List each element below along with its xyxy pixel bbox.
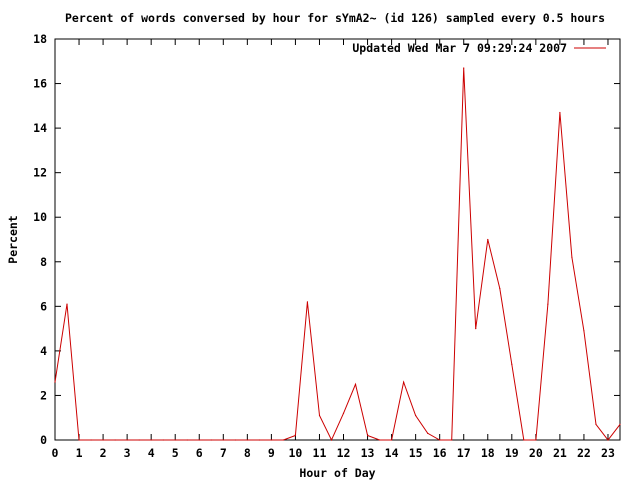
x-tick-label: 22: [577, 446, 591, 460]
data-point: [463, 67, 465, 69]
data-point: [270, 439, 272, 441]
plot-frame: [54, 38, 621, 441]
x-tick-label: 11: [313, 446, 327, 460]
data-point: [499, 287, 501, 290]
x-tick-label: 7: [220, 446, 227, 460]
y-tick-label: 12: [33, 166, 47, 180]
x-tick-label: 13: [361, 446, 375, 460]
data-point: [439, 439, 441, 441]
y-tick-label: 0: [40, 433, 47, 447]
data-point: [451, 439, 453, 441]
x-tick-label: 3: [124, 446, 131, 460]
x-tick-label: 10: [288, 446, 302, 460]
data-point: [222, 439, 224, 441]
x-tick-label: 18: [481, 446, 495, 460]
data-point: [571, 256, 573, 258]
y-tick-label: 10: [33, 210, 47, 224]
data-point: [294, 434, 297, 437]
x-tick-label: 8: [244, 446, 251, 460]
x-tick-label: 12: [337, 446, 351, 460]
series-line: [54, 67, 621, 442]
data-point: [234, 439, 236, 441]
x-tick-label: 21: [553, 446, 567, 460]
x-tick-label: 19: [505, 446, 519, 460]
data-point: [415, 414, 417, 417]
legend-label: Updated Wed Mar 7 09:29:24 2007: [352, 41, 567, 55]
data-point: [138, 439, 140, 441]
data-point: [210, 439, 212, 441]
data-point: [487, 238, 489, 241]
data-point: [523, 439, 525, 441]
data-point: [511, 363, 513, 365]
x-tick-label: 0: [52, 446, 59, 460]
data-point: [246, 439, 248, 441]
series-group: [54, 67, 621, 442]
data-point: [330, 439, 333, 441]
chart-title: Percent of words conversed by hour for s…: [65, 11, 605, 25]
x-tick-label: 5: [172, 446, 179, 460]
x-tick-label: 15: [409, 446, 423, 460]
x-tick-label: 14: [385, 446, 399, 460]
data-point: [306, 301, 309, 303]
y-axis: 0 2 4 6 8 10 12 14 16 18: [33, 32, 620, 447]
y-tick-label: 14: [33, 121, 47, 135]
data-point: [318, 414, 321, 417]
data-point: [619, 423, 621, 426]
data-point: [90, 439, 92, 441]
data-point: [378, 439, 381, 441]
data-point: [186, 439, 188, 441]
x-tick-label: 6: [196, 446, 203, 460]
data-point: [390, 439, 393, 441]
data-point: [114, 439, 116, 441]
x-tick-label: 17: [457, 446, 471, 460]
y-tick-label: 2: [40, 388, 47, 402]
data-point: [607, 439, 609, 441]
x-tick-label: 20: [529, 446, 543, 460]
data-point: [475, 328, 477, 330]
x-tick-label: 2: [100, 446, 107, 460]
data-point: [342, 412, 345, 414]
y-tick-label: 4: [40, 344, 47, 358]
data-point: [366, 434, 369, 437]
data-point: [102, 439, 104, 441]
data-point: [282, 439, 285, 441]
y-tick-label: 16: [33, 77, 47, 91]
x-tick-label: 4: [148, 446, 155, 460]
data-point: [150, 439, 152, 441]
data-point: [174, 439, 176, 441]
data-point: [78, 439, 80, 441]
data-point: [198, 439, 200, 441]
data-point: [535, 439, 537, 441]
x-axis: 0 1 2 3 4 5 6 7 8 9 10 11 12 13 14 15 16 17 18 19 20 21 22 23: [52, 39, 615, 460]
data-point: [403, 381, 405, 383]
y-axis-label: Percent: [6, 215, 20, 264]
data-point: [162, 439, 164, 441]
y-tick-label: 18: [33, 32, 47, 46]
data-point: [66, 303, 68, 305]
y-tick-label: 8: [40, 255, 47, 269]
x-tick-label: 23: [601, 446, 615, 460]
data-point: [126, 439, 128, 441]
x-tick-label: 16: [433, 446, 447, 460]
data-point: [559, 111, 561, 114]
data-point: [547, 303, 549, 305]
x-tick-label: 9: [268, 446, 275, 460]
x-axis-label: Hour of Day: [299, 466, 375, 480]
data-point: [354, 383, 357, 385]
data-point: [595, 423, 597, 426]
data-point: [258, 439, 260, 441]
data-point: [583, 330, 585, 332]
legend: Updated Wed Mar 7 09:29:24 2007: [352, 41, 606, 55]
data-point: [54, 381, 56, 383]
x-tick-label: 1: [76, 446, 83, 460]
y-tick-label: 6: [40, 299, 47, 313]
data-point: [427, 432, 429, 434]
